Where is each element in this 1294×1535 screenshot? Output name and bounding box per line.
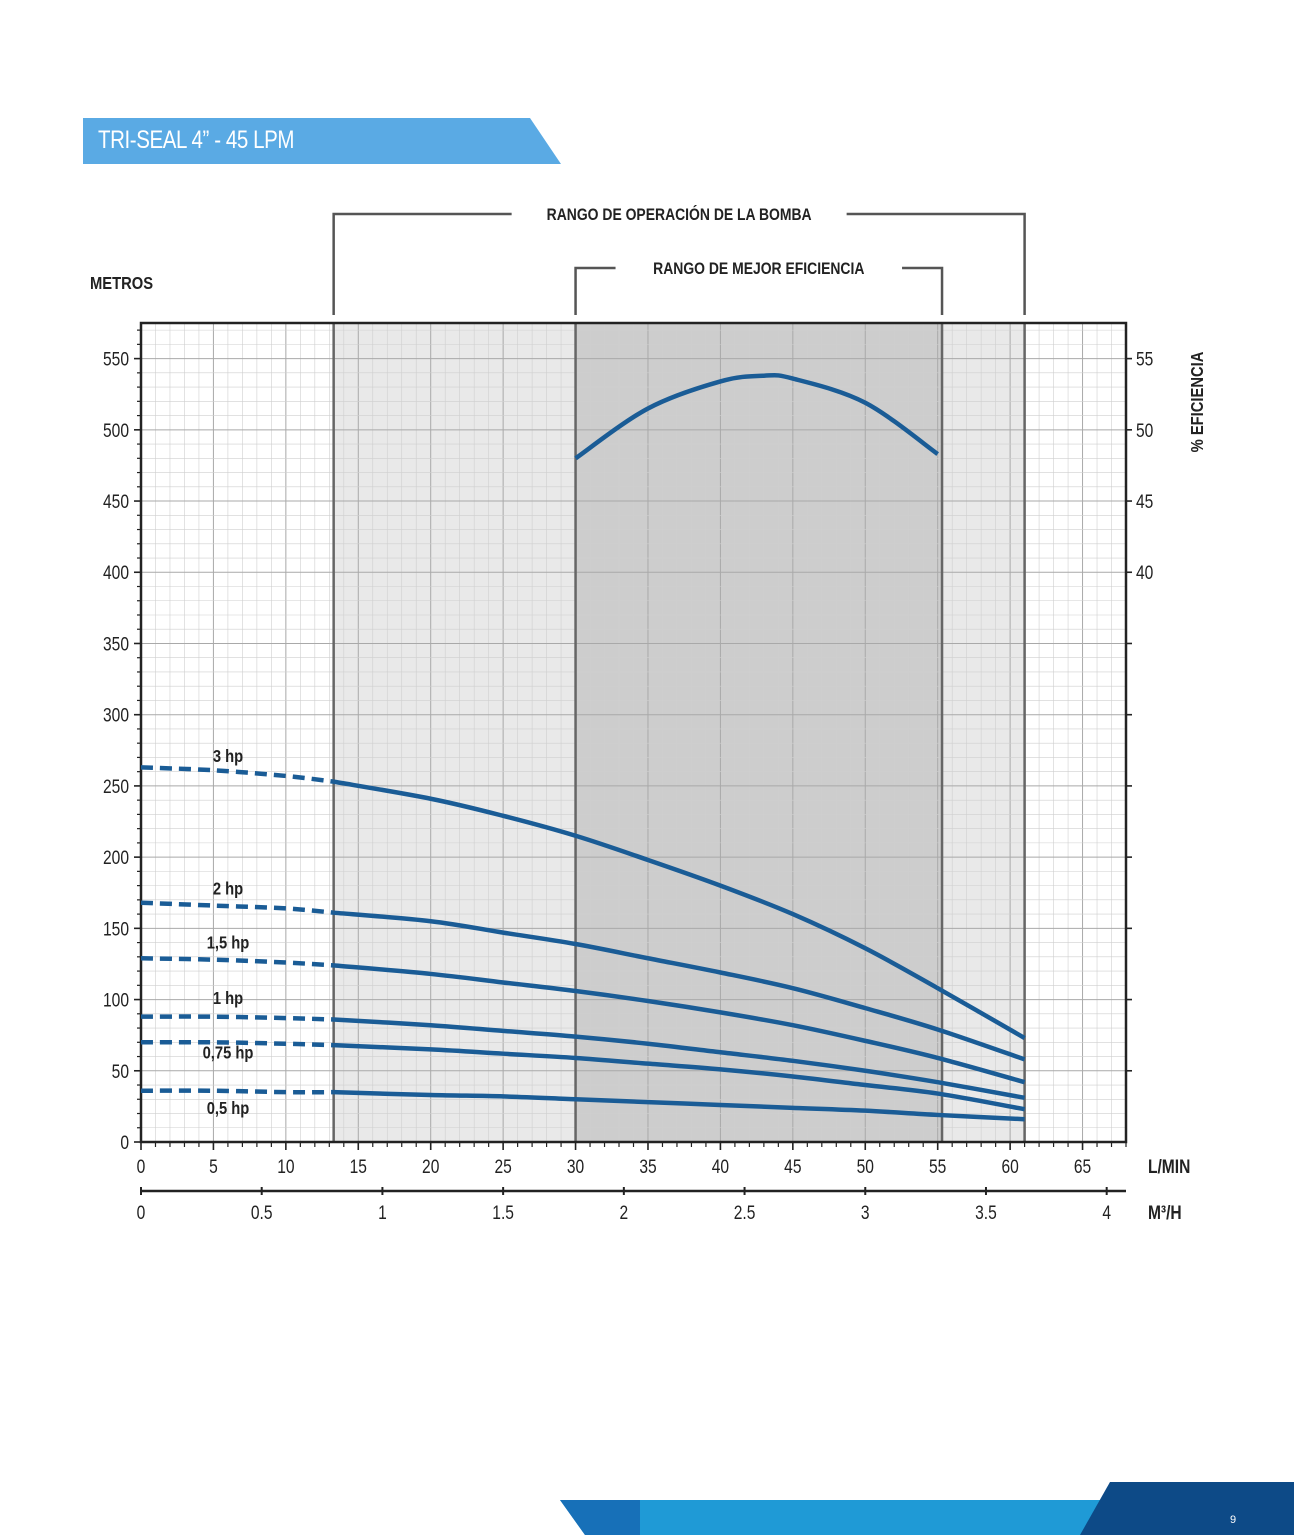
x-tick-label: 5: [209, 1156, 218, 1178]
curve-1-5-hp: [333, 963, 1026, 1085]
curve-2-hp: [333, 910, 1026, 1062]
x-tick-label: 10: [277, 1156, 294, 1178]
curve-dashed-1-5-hp: [140, 956, 334, 968]
x-tick-label: 65: [1074, 1156, 1091, 1178]
x-tick-label: 60: [1001, 1156, 1018, 1178]
y2-tick-label: 45: [1136, 491, 1153, 513]
y-tick-label: 450: [103, 491, 129, 513]
curve-3-hp: [333, 779, 1026, 1040]
x2-tick-label: 1.5: [492, 1202, 514, 1224]
x2-axis-label: M³/H: [1148, 1202, 1182, 1224]
x-tick-label: 35: [639, 1156, 656, 1178]
efficiency-range-fill: [575, 323, 943, 1142]
y2-tick-label: 40: [1136, 562, 1153, 584]
y-tick-label: 50: [112, 1060, 129, 1082]
curve-0-5-hp: [333, 1089, 1025, 1122]
x-axis-label: L/MIN: [1148, 1156, 1190, 1178]
x-tick-label: 25: [494, 1156, 511, 1178]
x2-tick-label: 1: [378, 1202, 387, 1224]
y-tick-label: 150: [103, 918, 129, 940]
x-tick-label: 15: [350, 1156, 367, 1178]
footer-dark-stripe: [560, 1500, 640, 1535]
x-tick-label: 50: [857, 1156, 874, 1178]
curve-1-hp: [333, 1017, 1026, 1101]
y-tick-label: 250: [103, 775, 129, 797]
page-number: 9: [1230, 1514, 1236, 1526]
x-tick-label: 30: [567, 1156, 584, 1178]
title-banner: [83, 118, 561, 164]
curve-label-0-5-hp: 0,5 hp: [207, 1099, 250, 1119]
x2-tick-label: 2.5: [734, 1202, 756, 1224]
efficiency-range-bracket-left: [574, 266, 616, 315]
y-tick-label: 400: [103, 562, 129, 584]
y2-axis-label: % EFICIENCIA: [1188, 352, 1208, 453]
x2-tick-label: 3.5: [975, 1202, 997, 1224]
x-tick-label: 45: [784, 1156, 801, 1178]
curve-label-1-hp: 1 hp: [213, 989, 243, 1009]
y-tick-label: 300: [103, 704, 129, 726]
y-tick-label: 550: [103, 348, 129, 370]
operating-range-bracket: RANGO DE OPERACIÓN DE LA BOMBA: [332, 205, 1026, 315]
efficiency-range-bracket-right: [902, 266, 944, 315]
y-tick-label: 350: [103, 633, 129, 655]
x-tick-label: 55: [929, 1156, 946, 1178]
grid: [141, 323, 1126, 1142]
y-tick-label: 200: [103, 847, 129, 869]
x2-tick-label: 4: [1102, 1202, 1111, 1224]
x-tick-label: 0: [137, 1156, 146, 1178]
curve-dashed-1-hp: [140, 1014, 334, 1022]
x2-tick-label: 0.5: [251, 1202, 273, 1224]
x2-tick-label: 3: [861, 1202, 870, 1224]
efficiency-curve: [574, 372, 939, 461]
efficiency-range-bracket: RANGO DE MEJOR EFICIENCIA: [574, 260, 944, 315]
operating-range-bracket-label: RANGO DE OPERACIÓN DE LA BOMBA: [547, 205, 812, 225]
footer-light-stripe: [560, 1500, 1120, 1535]
curve-label-3-hp: 3 hp: [213, 747, 243, 767]
curve-label-1-5-hp: 1,5 hp: [207, 933, 250, 953]
efficiency-range-bracket-label: RANGO DE MEJOR EFICIENCIA: [653, 260, 864, 279]
y-tick-label: 500: [103, 419, 129, 441]
x2-tick-label: 0: [137, 1202, 146, 1224]
curve-dashed-0-75-hp: [140, 1039, 334, 1048]
y2-tick-label: 50: [1136, 419, 1153, 441]
operating-range-bracket-left: [332, 212, 512, 315]
curve-dashed-2-hp: [140, 900, 334, 915]
curve-0-75-hp: [333, 1042, 1025, 1112]
curve-label-0-75-hp: 0,75 hp: [203, 1043, 254, 1063]
page-title: TRI-SEAL 4” - 45 LPM: [98, 126, 295, 154]
y-tick-label: 100: [103, 989, 129, 1011]
x-tick-label: 40: [712, 1156, 729, 1178]
operating-range-bracket-right: [846, 212, 1026, 315]
curve-dashed-0-5-hp: [140, 1088, 334, 1095]
x-tick-label: 20: [422, 1156, 439, 1178]
y-axis-label: METROS: [90, 274, 153, 294]
x2-tick-label: 2: [620, 1202, 629, 1224]
curve-dashed-3-hp: [140, 765, 334, 784]
y2-tick-label: 55: [1136, 348, 1153, 370]
y-tick-label: 0: [120, 1132, 129, 1154]
curve-label-2-hp: 2 hp: [213, 879, 243, 899]
footer-tab: [1080, 1482, 1294, 1535]
